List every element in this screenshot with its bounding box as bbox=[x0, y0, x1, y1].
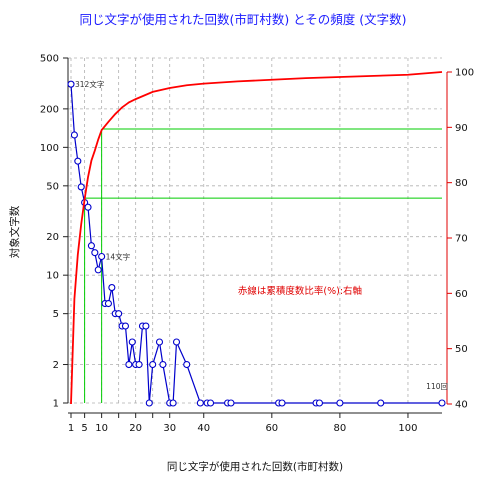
data-point-2 bbox=[74, 157, 82, 165]
data-point-22 bbox=[142, 322, 150, 330]
y2-axis: 40 50 60 70 80 90 100 bbox=[447, 68, 474, 411]
series-line-0 bbox=[70, 84, 442, 404]
x-axis-label: 同じ文字が使用された回数(市町村数) bbox=[167, 460, 343, 473]
data-point-11 bbox=[104, 299, 112, 308]
data-point-12 bbox=[108, 284, 116, 292]
data-point-6 bbox=[87, 242, 95, 250]
data-point-20 bbox=[135, 360, 143, 369]
data-point-41 bbox=[377, 399, 385, 407]
data-point-7 bbox=[91, 249, 99, 257]
chart-title: 同じ文字が使用された回数(市町村数) とその頻度 (文字数) bbox=[79, 12, 406, 27]
y-tick-label-4: 20 bbox=[46, 232, 59, 243]
guide-lines bbox=[84, 128, 442, 403]
data-point-14 bbox=[115, 310, 123, 318]
x-tick-label-9: 80 bbox=[334, 423, 347, 434]
x-tick-label-2: 10 bbox=[95, 423, 108, 434]
y-axis-label: 対象文字数 bbox=[8, 205, 21, 258]
data-point-17 bbox=[125, 360, 133, 369]
y-tick-label-1: 2 bbox=[53, 360, 59, 371]
data-point-42 bbox=[438, 399, 446, 407]
data-point-9 bbox=[98, 252, 106, 261]
annotation-0: 312文字 bbox=[75, 79, 104, 89]
y2-tick-label-5: 90 bbox=[455, 123, 468, 134]
x-tick-label-7: 40 bbox=[197, 423, 210, 434]
data-point-5 bbox=[84, 203, 92, 211]
y-tick-label-7: 200 bbox=[40, 104, 59, 115]
data-point-0 bbox=[67, 80, 75, 88]
grid bbox=[68, 57, 442, 404]
x-tick-label-4: 20 bbox=[129, 423, 142, 434]
data-point-26 bbox=[159, 360, 167, 369]
x-tick-label-1: 5 bbox=[81, 423, 87, 434]
data-point-8 bbox=[94, 266, 102, 274]
series-line-1 bbox=[70, 71, 443, 405]
data-point-28 bbox=[169, 399, 177, 407]
data-point-37 bbox=[278, 399, 286, 407]
x-tick-label-6: 30 bbox=[163, 423, 176, 434]
plot-frame bbox=[67, 58, 448, 414]
y2-tick-label-1: 50 bbox=[455, 344, 468, 355]
data-point-31 bbox=[196, 399, 204, 407]
x-tick-label-10: 100 bbox=[398, 423, 417, 434]
annotations: 312文字 14文字 110回 bbox=[75, 79, 448, 391]
y-axis: 1 2 5 10 20 50 100 200 500 bbox=[40, 54, 68, 410]
y-tick-label-8: 500 bbox=[40, 54, 59, 65]
x-tick-label-8: 60 bbox=[265, 423, 278, 434]
data-point-18 bbox=[128, 338, 136, 346]
y-tick-label-0: 1 bbox=[53, 399, 59, 410]
data-point-35 bbox=[227, 399, 235, 407]
data-point-24 bbox=[149, 360, 157, 369]
y2-tick-label-3: 70 bbox=[455, 234, 468, 245]
data-point-30 bbox=[183, 360, 191, 369]
data-point-23 bbox=[145, 399, 153, 407]
y2-tick-label-2: 60 bbox=[455, 289, 468, 300]
y-tick-label-3: 10 bbox=[46, 271, 59, 282]
data-point-40 bbox=[336, 399, 344, 407]
y2-tick-label-0: 40 bbox=[455, 400, 468, 411]
data-point-1 bbox=[70, 131, 78, 139]
x-axis: 1 5 10 20 30 40 60 80 100 bbox=[68, 413, 418, 434]
annotation-1: 14文字 bbox=[106, 251, 131, 261]
data-point-3 bbox=[77, 183, 85, 191]
x-tick-label-0: 1 bbox=[68, 423, 74, 434]
data-point-39 bbox=[315, 399, 324, 407]
annotation-2: 110回 bbox=[426, 382, 448, 391]
data-point-29 bbox=[172, 338, 181, 346]
series-group bbox=[67, 71, 446, 407]
data-point-16 bbox=[121, 322, 130, 330]
y2-tick-label-6: 100 bbox=[455, 68, 474, 79]
data-point-25 bbox=[155, 338, 164, 346]
y-tick-label-2: 5 bbox=[53, 309, 59, 320]
y-tick-label-5: 50 bbox=[46, 181, 59, 192]
note-text: 赤線は累積度数比率(%):右軸 bbox=[238, 285, 362, 297]
data-point-33 bbox=[207, 399, 215, 407]
y-tick-label-6: 100 bbox=[40, 143, 59, 154]
y2-tick-label-4: 80 bbox=[455, 178, 468, 189]
